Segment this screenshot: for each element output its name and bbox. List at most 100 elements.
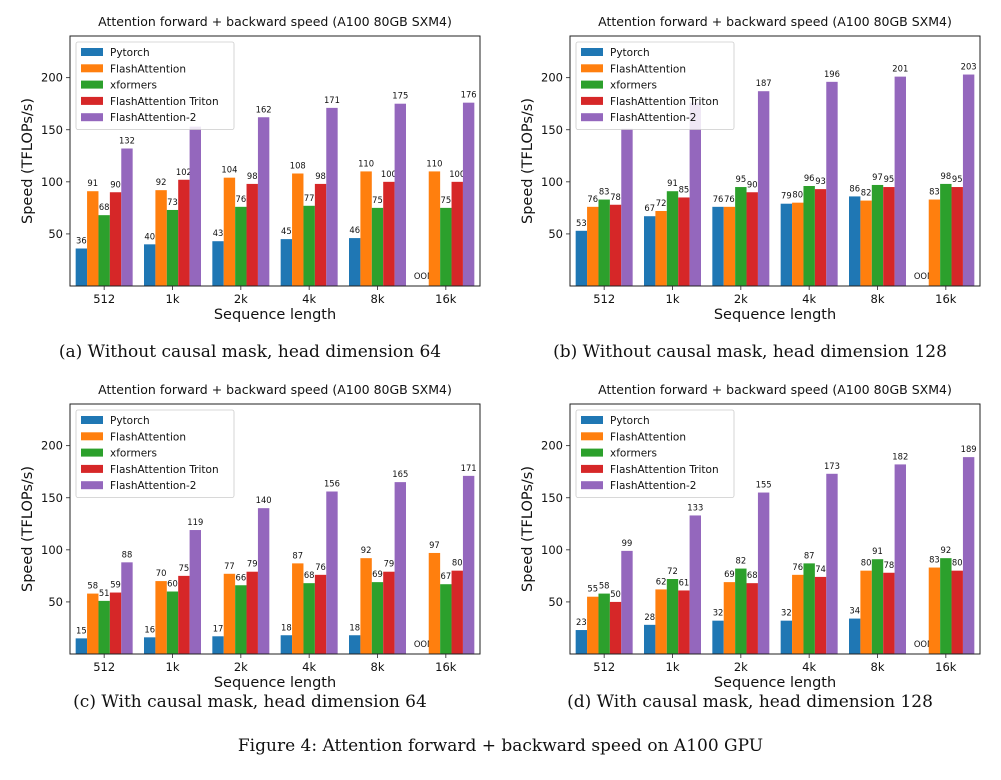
legend-label: FlashAttention Triton [610, 96, 719, 108]
bar [723, 582, 736, 654]
y-axis-label: Speed (TFLOPs/s) [520, 98, 536, 224]
legend-box [575, 41, 735, 130]
bar-value-label: 68 [304, 570, 315, 580]
y-tick-label: 200 [541, 71, 563, 85]
bar [87, 191, 99, 286]
bar-value-label: 140 [256, 495, 272, 505]
bar [144, 637, 156, 654]
bar-value-label: 95 [952, 174, 963, 184]
bar-value-label: 80 [952, 558, 963, 568]
x-axis-label: Sequence length [714, 675, 836, 691]
bar [223, 177, 236, 286]
bar [860, 570, 872, 654]
bar [166, 209, 179, 286]
x-tick-label: 8k [871, 292, 885, 306]
bar-value-label: 16 [144, 624, 155, 634]
y-tick-label: 150 [541, 123, 563, 137]
bar-value-label: 171 [324, 95, 340, 105]
bar [109, 592, 122, 654]
bar-value-label: 69 [724, 569, 735, 579]
bar-value-label: 201 [892, 64, 908, 74]
bar-value-label: 80 [861, 558, 872, 568]
bar [826, 473, 838, 654]
bar [757, 492, 770, 654]
y-tick-label: 100 [541, 175, 563, 189]
panel-caption-c: (c) With causal mask, head dimension 64 [73, 692, 427, 712]
bar-value-label: 82 [861, 188, 872, 198]
bar-value-label: 76 [235, 194, 246, 204]
bar [609, 204, 622, 286]
y-tick-label: 50 [548, 595, 563, 609]
bar-value-label: 32 [781, 608, 792, 618]
bar-value-label: 18 [349, 622, 360, 632]
plot-frame [569, 403, 981, 655]
bar [871, 559, 884, 654]
bar-value-label: 59 [110, 580, 121, 590]
legend-label: FlashAttention [610, 431, 686, 443]
bar [666, 579, 679, 654]
bar [678, 590, 690, 654]
legend-swatch [81, 64, 103, 73]
bar-value-label: 45 [281, 226, 292, 236]
bar [928, 567, 941, 654]
legend-label: FlashAttention Triton [110, 464, 219, 476]
bar-value-label: 80 [452, 558, 463, 568]
bar [814, 576, 827, 654]
bar-value-label: 108 [290, 161, 306, 171]
bar [349, 238, 361, 286]
legend-swatch [81, 96, 103, 105]
bar [940, 558, 952, 654]
bar-value-label: 91 [87, 178, 98, 188]
bar [235, 206, 247, 286]
bar-value-label: 162 [256, 104, 272, 114]
bar [712, 620, 724, 654]
legend-label: xformers [110, 80, 157, 92]
bar [371, 207, 384, 286]
bar [735, 568, 747, 654]
bar [303, 583, 315, 654]
bar-value-label: 91 [667, 178, 678, 188]
bar [666, 191, 679, 286]
bar-value-label: 82 [735, 556, 746, 566]
x-tick-label: 512 [593, 660, 615, 674]
bar [621, 550, 633, 654]
bar-value-label: 50 [610, 589, 621, 599]
bar-value-label: 77 [224, 561, 235, 571]
bar [428, 171, 441, 286]
bar [655, 589, 667, 654]
x-tick-label: 1k [666, 292, 680, 306]
legend-swatch [581, 448, 603, 457]
legend-swatch [581, 432, 603, 441]
bar [883, 572, 895, 654]
bar [678, 197, 690, 286]
bar-value-label: 76 [713, 194, 724, 204]
bar-value-label: 76 [315, 562, 326, 572]
x-tick-label: 8k [871, 660, 885, 674]
bar-value-label: 175 [392, 91, 408, 101]
chart-panel-b: Attention forward + backward speed (A100… [520, 14, 981, 323]
y-tick-label: 150 [541, 491, 563, 505]
oom-label: OOM [914, 639, 934, 649]
bar [246, 183, 258, 286]
bar-value-label: 133 [687, 502, 703, 512]
bar-value-label: 187 [756, 78, 772, 88]
x-tick-label: 8k [371, 292, 385, 306]
bar-value-label: 155 [756, 480, 772, 490]
bar [962, 74, 975, 287]
bar [462, 475, 475, 654]
bar-value-label: 61 [679, 577, 690, 587]
chart-title: Attention forward + backward speed (A100… [98, 14, 452, 29]
y-tick-label: 50 [48, 227, 63, 241]
legend-label: FlashAttention Triton [110, 96, 219, 108]
oom-label: OOM [914, 271, 934, 281]
bar [587, 596, 599, 654]
bar-value-label: 92 [361, 545, 372, 555]
plot-frame [569, 35, 981, 287]
bar-value-label: 79 [781, 191, 792, 201]
bar-value-label: 76 [792, 562, 803, 572]
bar-value-label: 40 [144, 231, 155, 241]
bar [609, 601, 622, 654]
bar [87, 593, 99, 654]
bar-value-label: 95 [735, 174, 746, 184]
bar [849, 196, 861, 286]
